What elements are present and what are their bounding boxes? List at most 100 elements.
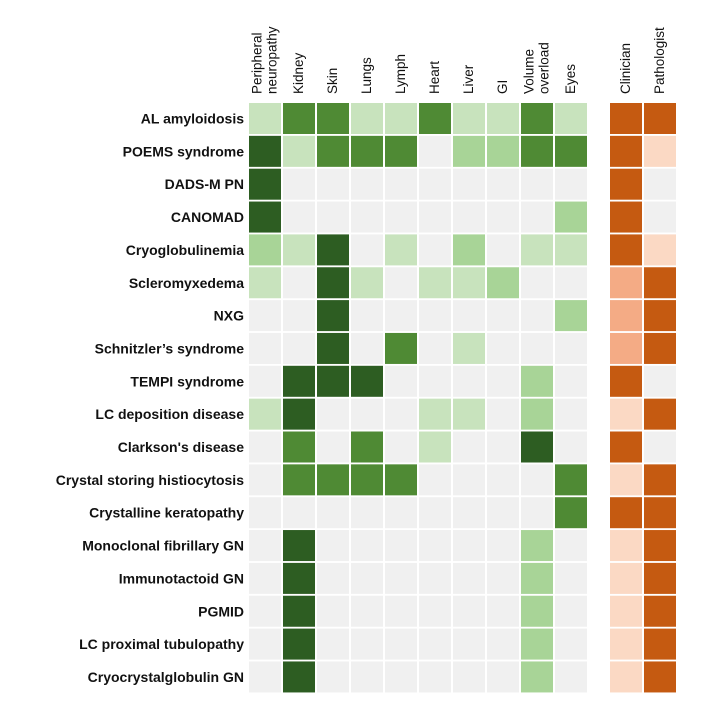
heatmap-cell xyxy=(249,431,281,463)
row-label: LC proximal tubulopathy xyxy=(79,636,244,652)
heatmap-cell xyxy=(249,562,281,594)
heatmap-cell xyxy=(351,168,383,200)
heatmap-cell xyxy=(317,365,349,397)
heatmap-cell xyxy=(351,365,383,397)
heatmap-cell xyxy=(555,497,587,529)
organ-col-label-kidney: Kidney xyxy=(291,52,306,94)
heatmap-cell xyxy=(644,201,676,233)
heatmap-cell xyxy=(487,103,519,134)
heatmap-cell xyxy=(351,398,383,430)
heatmap-cell xyxy=(610,300,642,332)
heatmap-cell xyxy=(555,201,587,233)
heatmap-cell xyxy=(419,464,451,496)
heatmap-cell xyxy=(487,497,519,529)
heatmap-cell xyxy=(487,201,519,233)
heatmap-cell xyxy=(555,300,587,332)
heatmap-cell xyxy=(317,562,349,594)
heatmap-cell xyxy=(283,234,315,266)
column-label-text: Lungs xyxy=(359,57,374,94)
heatmap-cell xyxy=(419,103,451,134)
heatmap-cell xyxy=(487,562,519,594)
heatmap-cell xyxy=(555,464,587,496)
organ-col-label-peripheral_neuropathy: Peripheral neuropathy xyxy=(250,26,280,94)
heatmap-cell xyxy=(644,168,676,200)
row-label: Immunotactoid GN xyxy=(119,570,244,586)
heatmap-cell xyxy=(249,365,281,397)
heatmap-cell xyxy=(283,431,315,463)
heatmap-cell xyxy=(249,201,281,233)
heatmap-cell xyxy=(521,168,553,200)
heatmap-cell xyxy=(249,135,281,167)
heatmap-cell xyxy=(521,365,553,397)
heatmap-cell xyxy=(555,661,587,693)
heatmap-cell xyxy=(610,661,642,693)
heatmap-cell xyxy=(487,464,519,496)
heatmap-cell xyxy=(521,464,553,496)
heatmap-cell xyxy=(487,595,519,627)
heatmap-cell xyxy=(453,103,485,134)
column-label-text: Heart xyxy=(427,61,442,94)
row-label: Clarkson's disease xyxy=(118,439,245,455)
heatmap-cell xyxy=(317,628,349,660)
organ-col-label-lungs: Lungs xyxy=(359,57,374,94)
heatmap-cell xyxy=(610,628,642,660)
heatmap-cell xyxy=(487,332,519,364)
heatmap-cell xyxy=(644,562,676,594)
heatmap-cell xyxy=(283,201,315,233)
column-label-text: Eyes xyxy=(563,64,578,94)
heatmap-cell xyxy=(385,300,417,332)
heatmap-cell xyxy=(555,398,587,430)
heatmap-cell xyxy=(317,103,349,134)
heatmap-cell xyxy=(283,135,315,167)
row-label: Cryoglobulinemia xyxy=(126,242,244,258)
heatmap-cell xyxy=(555,530,587,562)
heatmap-cell xyxy=(610,530,642,562)
heatmap-cell xyxy=(419,595,451,627)
heatmap-cell xyxy=(385,201,417,233)
heatmap-cell xyxy=(610,201,642,233)
heatmap-cell xyxy=(385,267,417,299)
heatmap-cell xyxy=(487,530,519,562)
heatmap-cell xyxy=(249,168,281,200)
heatmap-cell xyxy=(644,300,676,332)
heatmap-cell xyxy=(453,300,485,332)
heatmap-cell xyxy=(249,464,281,496)
heatmap-cell xyxy=(317,332,349,364)
heatmap-cell xyxy=(521,595,553,627)
heatmap-cell xyxy=(351,135,383,167)
column-label-text: Pathologist xyxy=(652,27,667,94)
heatmap-cell xyxy=(419,135,451,167)
heatmap-cell xyxy=(249,300,281,332)
heatmap-cell xyxy=(351,267,383,299)
heatmap-cell xyxy=(419,168,451,200)
heatmap-cell xyxy=(385,562,417,594)
row-label: Schnitzler’s syndrome xyxy=(95,340,245,356)
heatmap-cell xyxy=(610,562,642,594)
heatmap-cell xyxy=(453,562,485,594)
heatmap-cell xyxy=(521,530,553,562)
heatmap-cell xyxy=(610,135,642,167)
column-label-text: Volume xyxy=(522,49,537,94)
organ-col-label-heart: Heart xyxy=(427,61,442,94)
heatmap-cell xyxy=(555,332,587,364)
row-label: DADS-M PN xyxy=(165,176,244,192)
heatmap-cell xyxy=(317,398,349,430)
heatmap-cell xyxy=(644,365,676,397)
heatmap-cell xyxy=(385,431,417,463)
heatmap-cell xyxy=(453,431,485,463)
heatmap-cell xyxy=(249,234,281,266)
heatmap-cell xyxy=(385,103,417,134)
heatmap-cell xyxy=(521,267,553,299)
heatmap-cell xyxy=(419,497,451,529)
row-label: TEMPI syndrome xyxy=(130,373,244,389)
heatmap-cell xyxy=(610,234,642,266)
heatmap-cell xyxy=(283,628,315,660)
heatmap-cell xyxy=(249,398,281,430)
row-label: Crystalline keratopathy xyxy=(89,505,244,521)
heatmap-cell xyxy=(317,464,349,496)
heatmap-cell xyxy=(521,332,553,364)
heatmap-cell xyxy=(283,595,315,627)
heatmap-cell xyxy=(644,628,676,660)
heatmap-cell xyxy=(385,595,417,627)
